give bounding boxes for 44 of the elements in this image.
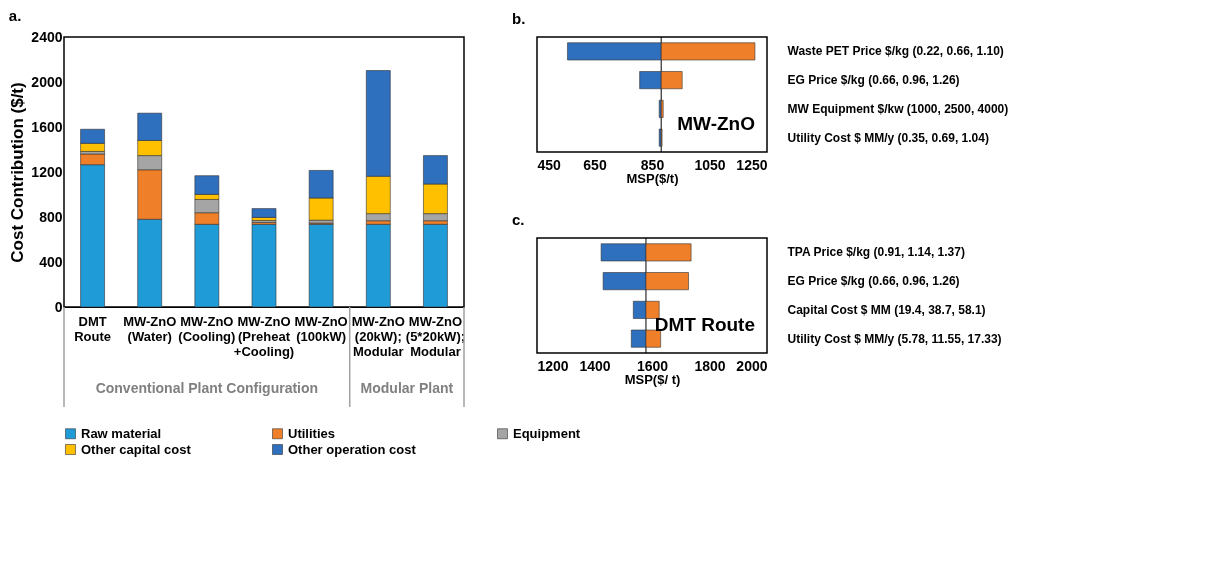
y-tick-label: EG Price $/kg (0.66, 0.96, 1.26): [787, 73, 960, 88]
y-axis-title: Cost Contribution ($/t): [8, 82, 28, 263]
y-tick-label: 400: [39, 253, 63, 270]
x-tick-label: MW-ZnO (Cooling): [178, 313, 236, 344]
text: Modular Plant: [360, 380, 454, 396]
y-tick-label: EG Price $/kg (0.66, 0.96, 1.26): [787, 274, 960, 289]
legend-label: Equipment: [513, 425, 581, 441]
y-tick-label: 800: [39, 208, 63, 225]
x-tick-label: MW-ZnO (100kW): [294, 313, 348, 344]
x-tick-label: 1800: [694, 357, 726, 374]
x-tick-label: 2000: [736, 357, 768, 374]
y-tick-label: Utility Cost $ MM/y (0.35, 0.69, 1.04): [787, 130, 989, 145]
x-tick-label: 850: [640, 156, 665, 173]
x-tick-label: MW-ZnO (5*20kW); Modular: [405, 313, 466, 359]
x-tick-label: 1250: [736, 156, 768, 173]
chart-title: a.: [8, 7, 22, 24]
legend-label: Raw material: [81, 425, 162, 441]
y-tick-label: 2000: [31, 73, 63, 90]
chart-title: c.: [512, 210, 525, 228]
x-tick-label: 650: [583, 156, 607, 173]
y-tick-label: 2400: [31, 28, 63, 45]
x-tick-label: MW-ZnO (Water): [123, 313, 177, 344]
y-tick-label: 0: [54, 298, 63, 315]
legend-label: Other capital cost: [81, 441, 192, 457]
y-tick-label: TPA Price $/kg (0.91, 1.14, 1.37): [787, 245, 965, 260]
y-tick-label: Utility Cost $ MM/y (5.78, 11.55, 17.33): [787, 331, 1002, 346]
y-tick-label: 1600: [31, 118, 63, 135]
x-tick-label: DMT Route: [74, 313, 111, 344]
y-tick-label: Capital Cost $ MM (19.4, 38.7, 58.1): [787, 302, 986, 317]
x-tick-label: MW-ZnO (20kW); Modular: [351, 313, 405, 359]
x-axis-title: MSP($/t): [626, 170, 679, 186]
legend-label: Utilities: [288, 425, 335, 441]
annotation: MW-ZnO: [677, 113, 755, 134]
x-tick-label: 1600: [636, 357, 669, 374]
chart-title: b.: [512, 9, 526, 27]
text: Conventional Plant Configuration: [95, 380, 319, 396]
y-tick-label: MW Equipment $/kw (1000, 2500, 4000): [787, 101, 1009, 116]
x-axis-title: MSP($/ t): [624, 371, 681, 387]
x-tick-label: 1400: [579, 357, 611, 374]
x-tick-label: 1200: [537, 357, 569, 374]
legend-label: Other operation cost: [288, 441, 417, 457]
x-tick-label: 450: [537, 156, 562, 173]
x-tick-label: 1050: [694, 156, 726, 173]
y-tick-label: Waste PET Price $/kg (0.22, 0.66, 1.10): [787, 44, 1004, 59]
